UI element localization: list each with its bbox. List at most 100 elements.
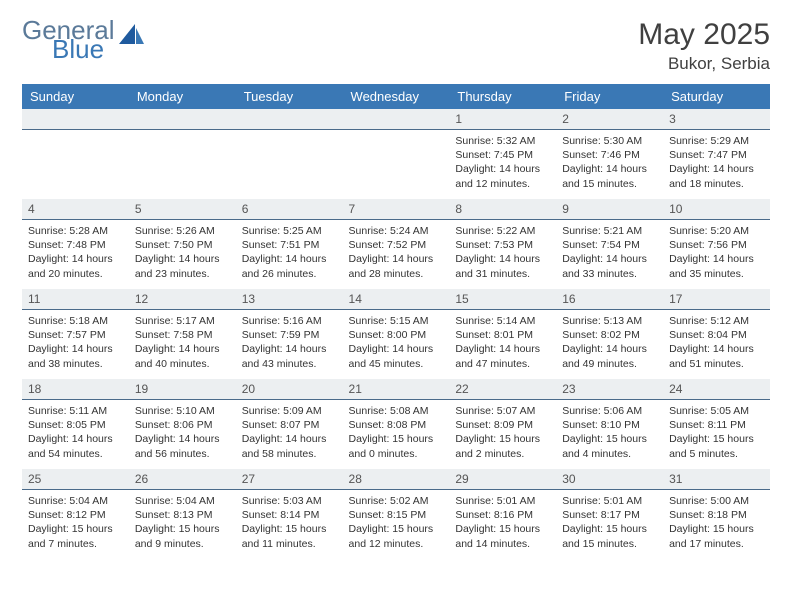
calendar-day: 23 Sunrise: 5:06 AMSunset: 8:10 PMDayligh…	[556, 379, 663, 469]
calendar-day: 27Sunrise: 5:03 AMSunset: 8:14 PMDayligh…	[236, 469, 343, 559]
day-number: 25	[22, 469, 129, 490]
day-details: Sunrise: 5:11 AMSunset: 8:05 PMDaylight:…	[22, 400, 129, 465]
calendar-day: 25Sunrise: 5:04 AMSunset: 8:12 PMDayligh…	[22, 469, 129, 559]
calendar-day: 19Sunrise: 5:10 AMSunset: 8:06 PMDayligh…	[129, 379, 236, 469]
daylight-line: Daylight: 14 hours and 43 minutes.	[242, 342, 337, 370]
day-number: 18	[22, 379, 129, 400]
day-number: 3	[663, 109, 770, 130]
day-details: Sunrise: 5:14 AMSunset: 8:01 PMDaylight:…	[449, 310, 556, 375]
day-details: Sunrise: 5:04 AMSunset: 8:13 PMDaylight:…	[129, 490, 236, 555]
sunrise-line: Sunrise: 5:30 AM	[562, 134, 657, 148]
day-number: 7	[343, 199, 450, 220]
day-details: Sunrise: 5:10 AMSunset: 8:06 PMDaylight:…	[129, 400, 236, 465]
day-details: Sunrise: 5:15 AMSunset: 8:00 PMDaylight:…	[343, 310, 450, 375]
sunrise-line: Sunrise: 5:09 AM	[242, 404, 337, 418]
calendar-day-empty	[236, 109, 343, 199]
day-number: 29	[449, 469, 556, 490]
calendar-day: 2Sunrise: 5:30 AMSunset: 7:46 PMDaylight…	[556, 109, 663, 199]
sunset-line: Sunset: 7:50 PM	[135, 238, 230, 252]
sunset-line: Sunset: 8:10 PM	[562, 418, 657, 432]
sunset-line: Sunset: 8:05 PM	[28, 418, 123, 432]
sunset-line: Sunset: 7:48 PM	[28, 238, 123, 252]
sunrise-line: Sunrise: 5:28 AM	[28, 224, 123, 238]
day-number: 9	[556, 199, 663, 220]
daylight-line: Daylight: 14 hours and 28 minutes.	[349, 252, 444, 280]
weekday-saturday: Saturday	[663, 84, 770, 109]
sunrise-line: Sunrise: 5:29 AM	[669, 134, 764, 148]
calendar-week: 18Sunrise: 5:11 AMSunset: 8:05 PMDayligh…	[22, 379, 770, 469]
logo: General Blue	[22, 18, 145, 61]
sunrise-line: Sunrise: 5:01 AM	[455, 494, 550, 508]
daylight-line: Daylight: 15 hours and 7 minutes.	[28, 522, 123, 550]
sunrise-line: Sunrise: 5:20 AM	[669, 224, 764, 238]
sunrise-line: Sunrise: 5:11 AM	[28, 404, 123, 418]
daylight-line: Daylight: 14 hours and 33 minutes.	[562, 252, 657, 280]
sunrise-line: Sunrise: 5:14 AM	[455, 314, 550, 328]
sunset-line: Sunset: 8:18 PM	[669, 508, 764, 522]
sunset-line: Sunset: 8:13 PM	[135, 508, 230, 522]
daylight-line: Daylight: 14 hours and 47 minutes.	[455, 342, 550, 370]
day-details: Sunrise: 5:21 AMSunset: 7:54 PMDaylight:…	[556, 220, 663, 285]
day-number: 14	[343, 289, 450, 310]
daylight-line: Daylight: 14 hours and 54 minutes.	[28, 432, 123, 460]
day-details: Sunrise: 5:03 AMSunset: 8:14 PMDaylight:…	[236, 490, 343, 555]
day-details: Sunrise: 5:16 AMSunset: 7:59 PMDaylight:…	[236, 310, 343, 375]
sunset-line: Sunset: 8:14 PM	[242, 508, 337, 522]
weekday-row: SundayMondayTuesdayWednesdayThursdayFrid…	[22, 84, 770, 109]
daylight-line: Daylight: 15 hours and 12 minutes.	[349, 522, 444, 550]
calendar-day: 21Sunrise: 5:08 AMSunset: 8:08 PMDayligh…	[343, 379, 450, 469]
day-number: 23	[556, 379, 663, 400]
day-number: 8	[449, 199, 556, 220]
daylight-line: Daylight: 14 hours and 15 minutes.	[562, 162, 657, 190]
calendar-day: 4Sunrise: 5:28 AMSunset: 7:48 PMDaylight…	[22, 199, 129, 289]
day-details: Sunrise: 5:25 AMSunset: 7:51 PMDaylight:…	[236, 220, 343, 285]
daylight-line: Daylight: 14 hours and 45 minutes.	[349, 342, 444, 370]
sunset-line: Sunset: 7:45 PM	[455, 148, 550, 162]
calendar-day: 17Sunrise: 5:12 AMSunset: 8:04 PMDayligh…	[663, 289, 770, 379]
day-details: Sunrise: 5:20 AMSunset: 7:56 PMDaylight:…	[663, 220, 770, 285]
calendar-day: 9Sunrise: 5:21 AMSunset: 7:54 PMDaylight…	[556, 199, 663, 289]
sunset-line: Sunset: 7:58 PM	[135, 328, 230, 342]
day-number: 4	[22, 199, 129, 220]
sunset-line: Sunset: 8:09 PM	[455, 418, 550, 432]
logo-text: General Blue	[22, 18, 115, 61]
sunset-line: Sunset: 7:51 PM	[242, 238, 337, 252]
location: Bukor, Serbia	[638, 54, 770, 74]
calendar-day: 14Sunrise: 5:15 AMSunset: 8:00 PMDayligh…	[343, 289, 450, 379]
daylight-line: Daylight: 15 hours and 4 minutes.	[562, 432, 657, 460]
day-number: 30	[556, 469, 663, 490]
sunrise-line: Sunrise: 5:06 AM	[562, 404, 657, 418]
day-number: 2	[556, 109, 663, 130]
daylight-line: Daylight: 14 hours and 38 minutes.	[28, 342, 123, 370]
sunset-line: Sunset: 8:00 PM	[349, 328, 444, 342]
calendar-week: 11Sunrise: 5:18 AMSunset: 7:57 PMDayligh…	[22, 289, 770, 379]
day-number: 20	[236, 379, 343, 400]
weekday-friday: Friday	[556, 84, 663, 109]
day-details: Sunrise: 5:05 AMSunset: 8:11 PMDaylight:…	[663, 400, 770, 465]
calendar-day: 3Sunrise: 5:29 AMSunset: 7:47 PMDaylight…	[663, 109, 770, 199]
weekday-sunday: Sunday	[22, 84, 129, 109]
day-number: 19	[129, 379, 236, 400]
calendar-day: 24Sunrise: 5:05 AMSunset: 8:11 PMDayligh…	[663, 379, 770, 469]
calendar-day: 28Sunrise: 5:02 AMSunset: 8:15 PMDayligh…	[343, 469, 450, 559]
sunrise-line: Sunrise: 5:07 AM	[455, 404, 550, 418]
daylight-line: Daylight: 14 hours and 23 minutes.	[135, 252, 230, 280]
day-number-empty	[22, 109, 129, 130]
weekday-wednesday: Wednesday	[343, 84, 450, 109]
day-details: Sunrise: 5:13 AMSunset: 8:02 PMDaylight:…	[556, 310, 663, 375]
sunrise-line: Sunrise: 5:05 AM	[669, 404, 764, 418]
day-number: 5	[129, 199, 236, 220]
daylight-line: Daylight: 14 hours and 56 minutes.	[135, 432, 230, 460]
calendar-week: 4 Sunrise: 5:28 AMSunset: 7:48 PM Daylight…	[22, 199, 770, 289]
sunset-line: Sunset: 7:56 PM	[669, 238, 764, 252]
day-details: Sunrise: 5:32 AMSunset: 7:45 PMDaylight:…	[449, 130, 556, 195]
day-number: 31	[663, 469, 770, 490]
calendar-week: 1Sunrise: 5:32 AMSunset: 7:45 PMDaylight…	[22, 109, 770, 199]
sunset-line: Sunset: 8:01 PM	[455, 328, 550, 342]
sunset-line: Sunset: 8:15 PM	[349, 508, 444, 522]
calendar-day-empty	[22, 109, 129, 199]
sunrise-line: Sunrise: 5:03 AM	[242, 494, 337, 508]
sunrise-line: Sunrise: 5:02 AM	[349, 494, 444, 508]
daylight-line: Daylight: 14 hours and 35 minutes.	[669, 252, 764, 280]
sunrise-line: Sunrise: 5:17 AM	[135, 314, 230, 328]
